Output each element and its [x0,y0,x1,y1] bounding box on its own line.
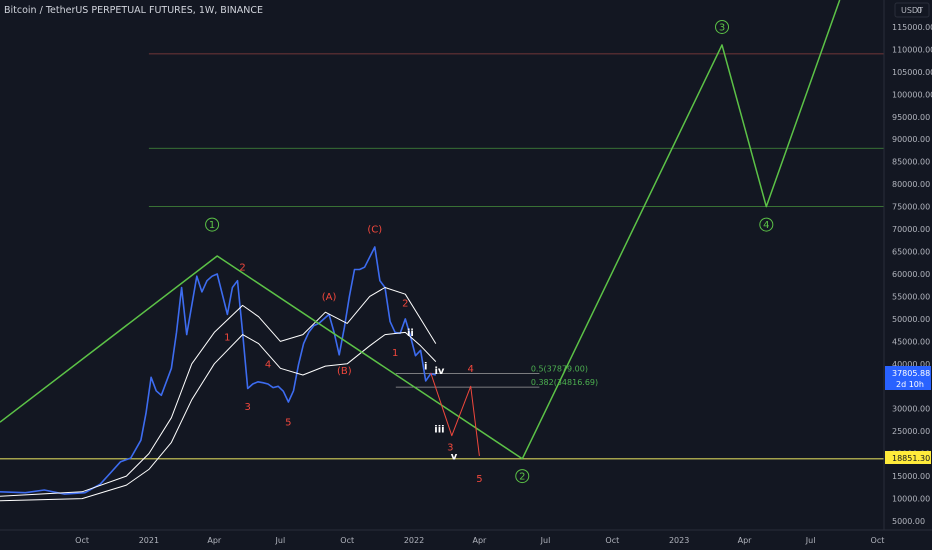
wave-label: 1 [392,348,398,359]
series-layer [0,0,841,502]
wave-label: 4 [468,364,474,375]
price-tick-label: 50000.00 [892,315,930,324]
time-tick-label: Apr [207,536,222,545]
price-tick-label: 65000.00 [892,248,930,257]
symbol-title[interactable]: Bitcoin / TetherUS PERPETUAL FUTURES, 1W… [4,5,263,16]
price-tick-label: 115000.00 [892,23,932,32]
wave-label-circle [515,469,530,484]
time-axis[interactable] [0,530,932,550]
price-tick-label: 110000.00 [892,45,932,54]
time-tick-label: 2022 [404,536,424,545]
price-axis[interactable] [884,0,932,530]
price-tick-label: 80000.00 [892,180,930,189]
wave-label: 4 [763,220,769,231]
horizontal-levels [0,53,884,460]
wave-label: i [424,362,427,373]
price-tick-label: 90000.00 [892,135,930,144]
price-tick-label: 40000.00 [892,360,930,369]
wave-label: 2 [239,263,245,274]
price-tick-label: 105000.00 [892,68,932,77]
wave-label: 2 [402,299,408,310]
time-tick-label: Oct [75,536,89,545]
price-tick-label: 5000.00 [892,517,925,526]
wave-label: ii [407,328,414,339]
price-tick-label: 70000.00 [892,225,930,234]
currency-badge-box [894,2,930,18]
level-price-box [885,451,931,464]
time-tick-label: Oct [605,536,619,545]
last-price-box [885,366,931,390]
last-price-badge: 37805.88 2d 10h [885,366,931,390]
wave-label-circle [715,19,730,34]
wave-label: 5 [476,474,482,485]
price-tick-label: 10000.00 [892,495,930,504]
series-line-ma-fast [0,287,437,497]
price-tick-label: 15000.00 [892,472,930,481]
price-tick-label: 75000.00 [892,203,930,212]
currency-badge[interactable]: USDT [894,2,930,18]
series-line-ma-slow [0,331,437,502]
wave-label: 1 [209,220,215,231]
series-line-projection-major [0,0,841,460]
last-price-value: 37805.88 [892,369,930,378]
wave-label: (A) [322,292,337,303]
price-tick-label: 25000.00 [892,427,930,436]
wave-label-circle [759,217,774,232]
wave-label: 5 [285,418,291,429]
price-tick-label: 85000.00 [892,158,930,167]
wave-label: 3 [447,442,453,453]
wave-label: 4 [265,359,271,370]
wave-label: iii [434,424,444,435]
fib-level-label: 0.5(37879.00) [531,364,588,373]
time-tick-label: 2023 [669,536,689,545]
time-tick-label: Jul [540,536,551,545]
series-line-projection-minor [430,372,480,456]
price-tick-label: 45000.00 [892,337,930,346]
wave-label: 3 [719,22,725,33]
time-tick-label: Oct [340,536,354,545]
bar-countdown: 2d 10h [896,380,924,389]
fib-level-label: 0.382(34816.69) [531,378,598,387]
time-tick-label: Apr [472,536,487,545]
currency-label: USDT [901,6,923,15]
price-axis-ticks: 5000.0010000.0015000.0020000.0025000.003… [892,23,932,526]
wave-label: iv [434,366,444,377]
time-tick-label: Jul [275,536,286,545]
log-scale-mark: 0 [917,6,922,15]
wave-label-circle [205,217,220,232]
time-tick-label: Oct [871,536,885,545]
level-price-badge: 18851.30 [885,451,931,464]
price-tick-label: 60000.00 [892,270,930,279]
time-tick-label: Apr [738,536,753,545]
wave-label: 2 [519,472,525,483]
series-line-price [0,246,436,495]
level-price-value: 18851.30 [892,454,930,463]
time-tick-label: Jul [805,536,816,545]
wave-label: (C) [367,225,382,236]
price-tick-label: 30000.00 [892,405,930,414]
time-tick-label: 2021 [139,536,159,545]
wave-label: 1 [224,332,230,343]
wave-label: v [451,451,458,462]
wave-label: 3 [245,402,251,413]
price-tick-label: 55000.00 [892,292,930,301]
wave-label: (B) [337,366,352,377]
price-tick-label: 100000.00 [892,90,932,99]
fib-levels: 0.5(37879.00) 0.382(34816.69) [395,364,598,388]
price-tick-label: 95000.00 [892,113,930,122]
time-axis-ticks: Oct 2021 Apr Jul Oct 2022 Apr Jul Oct 2023 Apr Jul O… [75,536,884,545]
